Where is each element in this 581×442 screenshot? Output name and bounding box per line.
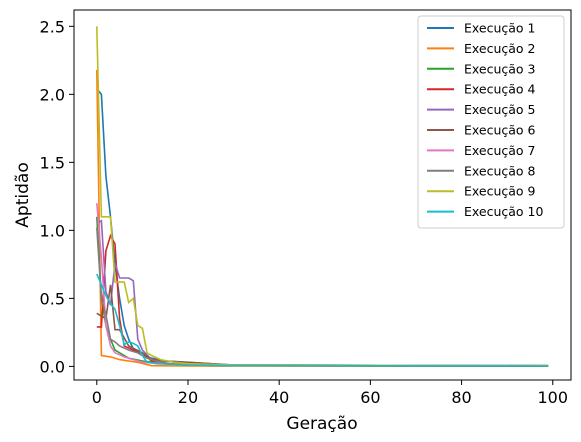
y-tick-label: 2.0 [40, 85, 65, 104]
legend-label: Execução 10 [464, 204, 544, 219]
y-tick-label: 2.5 [40, 17, 65, 36]
x-tick-label: 80 [451, 388, 471, 407]
legend-label: Execução 6 [464, 123, 536, 138]
legend-label: Execução 8 [464, 163, 536, 178]
x-tick-label: 40 [269, 388, 289, 407]
y-tick-label: 0.5 [40, 289, 65, 308]
y-tick-label: 1.0 [40, 221, 65, 240]
y-tick-label: 1.5 [40, 153, 65, 172]
legend-label: Execução 1 [464, 21, 536, 36]
legend-box [417, 15, 565, 229]
y-tick-label: 0.0 [40, 357, 65, 376]
x-tick-label: 60 [360, 388, 380, 407]
x-tick-label: 100 [537, 388, 568, 407]
legend-label: Execução 9 [464, 184, 536, 199]
legend-label: Execução 2 [464, 41, 536, 56]
legend-label: Execução 7 [464, 143, 536, 158]
legend-label: Execução 5 [464, 102, 536, 117]
legend-label: Execução 4 [464, 82, 536, 97]
series-line-9 [96, 26, 549, 367]
legend-label: Execução 3 [464, 61, 536, 76]
series-line-2 [96, 69, 549, 367]
y-axis: 0.0 0.5 1.0 1.5 2.0 2.5 [40, 17, 74, 376]
x-tick-label: 0 [92, 388, 102, 407]
x-axis: 0 20 40 60 80 100 [92, 380, 568, 407]
y-axis-title: Aptidão [13, 162, 33, 227]
series-line-10 [96, 273, 549, 367]
x-tick-label: 20 [178, 388, 198, 407]
plot-frame [73, 9, 572, 381]
x-axis-title: Geração [286, 414, 357, 434]
series-layer [96, 26, 549, 367]
legend: Execução 1 Execução 2 Execução 3 Execução 4… [417, 15, 565, 229]
